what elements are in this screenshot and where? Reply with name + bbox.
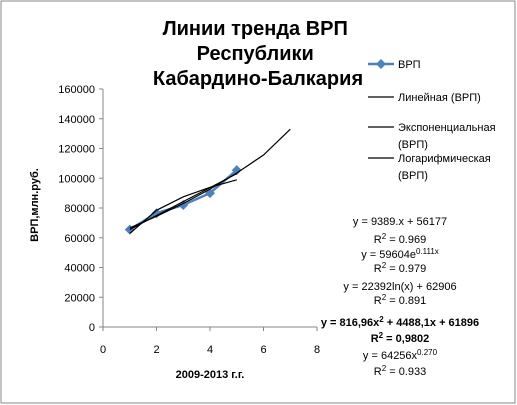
y-tick-label: 0 bbox=[89, 322, 95, 334]
text-line: ВРП bbox=[398, 59, 421, 71]
annotation: R2 = 0.979 bbox=[374, 261, 426, 276]
annotation-text: R bbox=[374, 234, 382, 246]
annotation-text: = 0.933 bbox=[386, 366, 426, 378]
trend-line bbox=[129, 128, 291, 229]
text-line: Экспоненциальная bbox=[398, 122, 499, 134]
legend-label: Экспоненциальная (ВРП) bbox=[398, 122, 499, 151]
superscript: 2 bbox=[382, 232, 387, 241]
annotation-text: y = 59604e bbox=[361, 249, 416, 261]
annotation-text: = 0.969 bbox=[386, 234, 426, 246]
text-line: Логарифмическая bbox=[398, 153, 494, 165]
text-line: Линейная (ВРП) bbox=[398, 92, 481, 104]
x-tick-label: 0 bbox=[100, 344, 106, 356]
x-tick-label: 2 bbox=[153, 344, 159, 356]
legend-marker bbox=[376, 59, 386, 69]
x-axis-title: 2009-2013 г.г. bbox=[176, 369, 245, 381]
y-tick-label: 80000 bbox=[64, 203, 95, 215]
annotation: R2 = 0.969 bbox=[374, 232, 426, 247]
annotation: y = 9389.x + 56177 bbox=[353, 216, 447, 228]
text-line: Кабардино-Балкария bbox=[153, 68, 363, 90]
x-tick-label: 4 bbox=[207, 344, 213, 356]
x-tick-label: 8 bbox=[314, 344, 320, 356]
text-line: Республики bbox=[197, 43, 320, 65]
annotation: y = 816,96x2 + 4488,1x + 61896 bbox=[321, 315, 479, 330]
y-tick-label: 160000 bbox=[58, 84, 95, 96]
legend-label: ВРП bbox=[398, 59, 421, 71]
x-tick-label: 6 bbox=[260, 344, 266, 356]
annotation-text: y = 64256x bbox=[363, 350, 418, 362]
y-tick-label: 20000 bbox=[64, 292, 95, 304]
superscript: 2 bbox=[379, 315, 384, 324]
superscript: 2 bbox=[382, 261, 387, 270]
annotation-text: R bbox=[374, 263, 382, 275]
y-tick-label: 40000 bbox=[64, 263, 95, 275]
y-tick-label: 120000 bbox=[58, 144, 95, 156]
superscript: 2 bbox=[382, 293, 387, 302]
annotation-text: = 0.979 bbox=[386, 263, 426, 275]
superscript: 0.270 bbox=[417, 348, 438, 357]
annotation-text: = 0,9802 bbox=[383, 333, 429, 345]
text-line: (ВРП) bbox=[398, 139, 428, 151]
annotation-text: + 4488,1x + 61896 bbox=[384, 317, 479, 329]
annotation: R2 = 0.891 bbox=[374, 293, 426, 308]
y-tick-label: 60000 bbox=[64, 233, 95, 245]
legend-label: Логарифмическая (ВРП) bbox=[398, 153, 494, 182]
y-axis-title: ВРП,млн.руб. bbox=[29, 168, 41, 242]
superscript: 0.111x bbox=[416, 247, 439, 256]
marker bbox=[231, 165, 242, 176]
annotation-text: R bbox=[374, 295, 382, 307]
annotation-text: y = 9389.x + 56177 bbox=[353, 216, 447, 228]
superscript: 2 bbox=[379, 331, 384, 340]
y-tick-label: 100000 bbox=[58, 173, 95, 185]
text-line: (ВРП) bbox=[398, 170, 428, 182]
annotation: R2 = 0,9802 bbox=[371, 331, 430, 346]
annotation: y = 59604e0.111x bbox=[361, 247, 439, 262]
annotation-text: R bbox=[374, 366, 382, 378]
annotation: y = 22392ln(x) + 62906 bbox=[343, 281, 456, 293]
superscript: 2 bbox=[382, 364, 387, 373]
annotation-text: = 0.891 bbox=[386, 295, 426, 307]
annotation-text: y = 816,96x bbox=[321, 317, 380, 329]
text-line: Линии тренда ВРП bbox=[163, 18, 354, 40]
chart-title: Линии тренда ВРП Республики Кабардино-Ба… bbox=[153, 18, 363, 90]
annotation: R2 = 0.933 bbox=[374, 364, 426, 379]
annotation-text: R bbox=[371, 333, 379, 345]
trend-line bbox=[129, 179, 237, 234]
annotation: y = 64256x0.270 bbox=[363, 348, 438, 363]
annotation-text: y = 22392ln(x) + 62906 bbox=[343, 281, 456, 293]
y-tick-label: 140000 bbox=[58, 114, 95, 126]
legend-label: Линейная (ВРП) bbox=[398, 92, 481, 104]
